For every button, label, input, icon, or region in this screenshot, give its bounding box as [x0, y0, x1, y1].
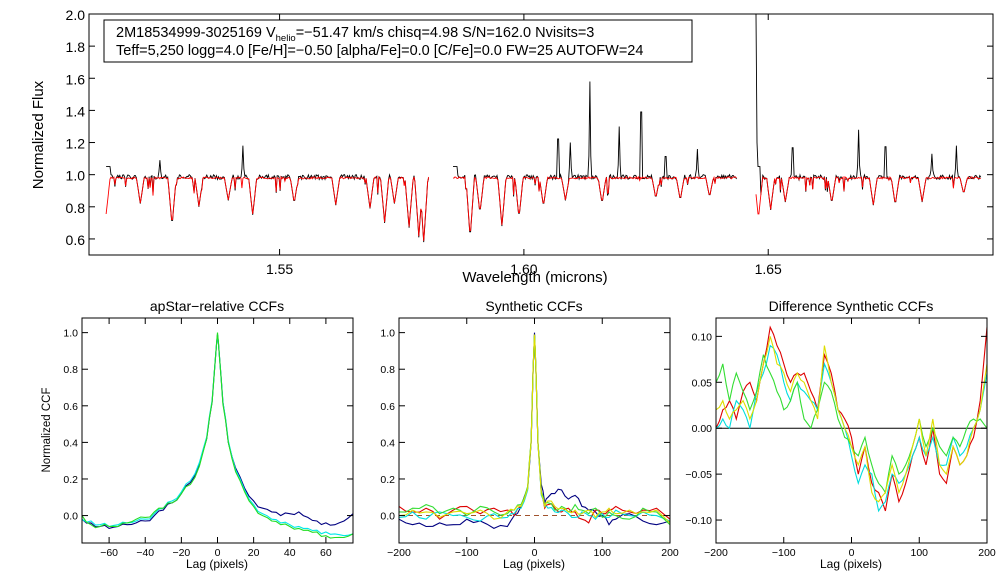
apstar-ccf-ticks: −60 −40 −20 0 20 40 60 0.0 0.2 0.4 0.6 0.8 1.0 [63, 318, 353, 559]
spectrum-ticks: 1.55 1.60 1.65 0.6 0.8 1.0 1.2 1.4 1.6 1.8 2.0 [66, 7, 993, 277]
apstar-ccf-title: apStar−relative CCFs [150, 298, 284, 314]
x-tick-label: 0 [849, 547, 855, 559]
x-tick-label: 0 [215, 547, 221, 559]
y-tick-label: 0.0 [380, 511, 395, 523]
y-tick-label: 1.6 [66, 71, 86, 87]
spectrum-title-line1-b: =−51.47 km/s chisq=4.98 S/N=162.0 Nvisit… [296, 25, 595, 41]
series-line-visit-4 [398, 334, 671, 524]
apstar-ccf-ylabel: Normalized CCF [41, 388, 53, 473]
spectrum-title-line1: 2M18534999-3025169 Vhelio=−51.47 km/s ch… [116, 25, 594, 44]
apstar-ccf-panel: −60 −40 −20 0 20 40 60 0.0 0.2 0.4 0.6 0.8 1.0 apSta… [41, 298, 354, 571]
x-tick-label: −200 [704, 547, 728, 559]
spectrum-xlabel: Wavelength (microns) [462, 269, 607, 286]
x-tick-label: 1.65 [755, 261, 782, 277]
y-tick-label: 1.2 [66, 136, 86, 152]
y-tick-label: 0.8 [66, 200, 86, 216]
x-tick-label: 40 [284, 547, 296, 559]
spectrum-panel: 1.55 1.60 1.65 0.6 0.8 1.0 1.2 1.4 1.6 1.8 2.0 2M1… [30, 7, 994, 286]
y-tick-label: 0.2 [63, 474, 78, 486]
difference-ccf-title: Difference Synthetic CCFs [769, 298, 934, 314]
y-tick-label: 0.0 [63, 511, 78, 523]
y-tick-label: 1.8 [66, 39, 86, 55]
synthetic-ccf-lines [398, 332, 671, 530]
observed-spectrum-segment [106, 145, 430, 243]
y-tick-label: 0.8 [380, 364, 395, 376]
y-tick-label: 0.05 [692, 377, 713, 389]
y-tick-label: 0.4 [380, 437, 395, 449]
y-tick-label: 2.0 [66, 7, 86, 23]
x-tick-label: −40 [136, 547, 154, 559]
y-tick-label: 0.8 [63, 364, 78, 376]
x-tick-label: 0 [532, 547, 538, 559]
x-tick-label: −60 [100, 547, 118, 559]
y-tick-label: 1.0 [66, 168, 86, 184]
x-tick-label: 100 [910, 547, 928, 559]
y-tick-label: 0.6 [63, 401, 78, 413]
y-tick-label: −0.10 [685, 515, 712, 527]
x-tick-label: −100 [455, 547, 479, 559]
difference-ccf-xlabel: Lag (pixels) [820, 557, 882, 571]
series-line-visit-2 [715, 344, 988, 513]
spectrum-ylabel: Normalized Flux [30, 80, 47, 189]
y-tick-label: 1.0 [63, 328, 78, 340]
y-tick-label: 0.6 [66, 232, 86, 248]
synthetic-ccf-panel: −200 −100 0 100 200 0.0 0.2 0.4 0.6 0.8 1.0 Synthe… [380, 298, 679, 571]
series-line-visit-3 [81, 332, 354, 539]
synthetic-ccf-frame [398, 317, 671, 544]
x-tick-label: 1.55 [266, 261, 293, 277]
spectrum-title-line1-a: 2M18534999-3025169 V [116, 25, 276, 41]
synthetic-ccf-xlabel: Lag (pixels) [503, 557, 565, 571]
difference-ccf-ticks: −200 −100 0 100 200 −0.10 −0.05 0.00 0.05 0.10 [685, 318, 996, 559]
apstar-ccf-lines [81, 332, 354, 539]
spectrum-lines [105, 13, 982, 243]
x-tick-label: 1.60 [510, 261, 537, 277]
x-tick-label: −200 [387, 547, 411, 559]
y-tick-label: 0.6 [380, 401, 395, 413]
y-tick-label: 0.2 [380, 474, 395, 486]
synthetic-ccf-title: Synthetic CCFs [485, 298, 582, 314]
x-tick-label: 200 [978, 547, 996, 559]
apstar-ccf-xlabel: Lag (pixels) [186, 557, 248, 571]
x-tick-label: 20 [248, 547, 260, 559]
x-tick-label: 200 [661, 547, 679, 559]
x-tick-label: −100 [772, 547, 796, 559]
difference-ccf-panel: −200 −100 0 100 200 −0.10 −0.05 0.00 0.05 0.10 Di… [685, 298, 995, 571]
model-spectrum-segment [755, 175, 981, 215]
spectrum-title-box [103, 19, 693, 63]
x-tick-label: 100 [593, 547, 611, 559]
y-tick-label: 1.4 [66, 103, 86, 119]
spectrum-frame [88, 13, 994, 256]
x-tick-label: 60 [320, 547, 332, 559]
y-tick-label: 1.0 [380, 328, 395, 340]
difference-ccf-frame [715, 317, 988, 544]
difference-ccf-lines [715, 325, 988, 513]
spectrum-title-vhelio-subscript: helio [276, 33, 296, 44]
series-line-visit-4 [715, 336, 988, 503]
spectrum-title-line2: Teff=5,250 logg=4.0 [Fe/H]=−0.50 [alpha/… [116, 43, 643, 59]
y-tick-label: 0.00 [692, 423, 713, 435]
apstar-ccf-frame [81, 317, 354, 544]
model-spectrum-segment [453, 175, 737, 232]
y-tick-label: 0.10 [692, 331, 713, 343]
y-tick-label: −0.05 [685, 469, 712, 481]
model-spectrum-segment [105, 175, 430, 241]
x-tick-label: −20 [172, 547, 190, 559]
y-tick-label: 0.4 [63, 437, 78, 449]
